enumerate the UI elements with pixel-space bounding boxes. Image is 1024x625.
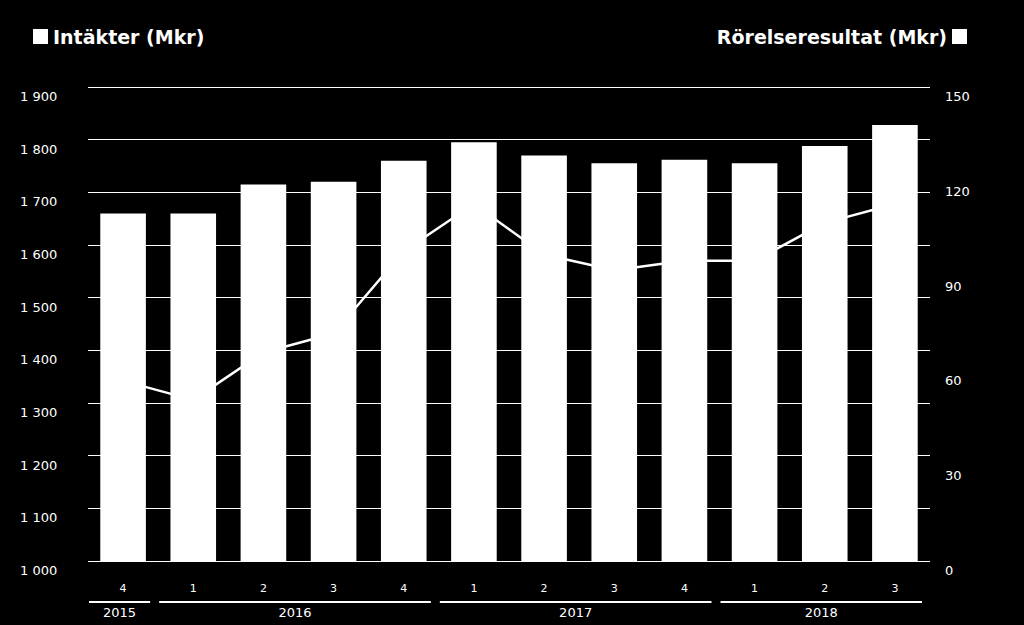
svg-text:4: 4 bbox=[120, 582, 127, 595]
svg-text:1 000: 1 000 bbox=[20, 563, 57, 578]
svg-text:1 300: 1 300 bbox=[20, 405, 57, 420]
svg-text:2: 2 bbox=[541, 582, 548, 595]
svg-text:0: 0 bbox=[945, 563, 953, 578]
svg-text:3: 3 bbox=[611, 582, 618, 595]
svg-text:2: 2 bbox=[260, 582, 267, 595]
svg-text:30: 30 bbox=[945, 468, 962, 483]
svg-text:1 600: 1 600 bbox=[20, 247, 57, 262]
svg-text:2017: 2017 bbox=[559, 605, 592, 620]
svg-text:1: 1 bbox=[190, 582, 197, 595]
svg-text:1 900: 1 900 bbox=[20, 89, 57, 104]
svg-text:1 100: 1 100 bbox=[20, 510, 57, 525]
svg-text:1 400: 1 400 bbox=[20, 352, 57, 367]
svg-text:3: 3 bbox=[891, 582, 898, 595]
svg-text:1 500: 1 500 bbox=[20, 300, 57, 315]
svg-text:1: 1 bbox=[751, 582, 758, 595]
svg-text:120: 120 bbox=[945, 184, 970, 199]
svg-text:60: 60 bbox=[945, 373, 962, 388]
svg-text:3: 3 bbox=[330, 582, 337, 595]
svg-text:2016: 2016 bbox=[278, 605, 311, 620]
svg-text:1 700: 1 700 bbox=[20, 194, 57, 209]
svg-text:Rörelseresultat (Mkr): Rörelseresultat (Mkr) bbox=[717, 26, 947, 48]
svg-text:1: 1 bbox=[470, 582, 477, 595]
svg-text:1 800: 1 800 bbox=[20, 142, 57, 157]
svg-text:4: 4 bbox=[681, 582, 688, 595]
svg-text:150: 150 bbox=[945, 89, 970, 104]
svg-text:90: 90 bbox=[945, 279, 962, 294]
svg-text:2: 2 bbox=[821, 582, 828, 595]
svg-text:4: 4 bbox=[400, 582, 407, 595]
svg-text:2018: 2018 bbox=[805, 605, 838, 620]
svg-text:Intäkter (Mkr): Intäkter (Mkr) bbox=[53, 26, 204, 48]
svg-text:1 200: 1 200 bbox=[20, 458, 57, 473]
svg-text:2015: 2015 bbox=[103, 605, 136, 620]
